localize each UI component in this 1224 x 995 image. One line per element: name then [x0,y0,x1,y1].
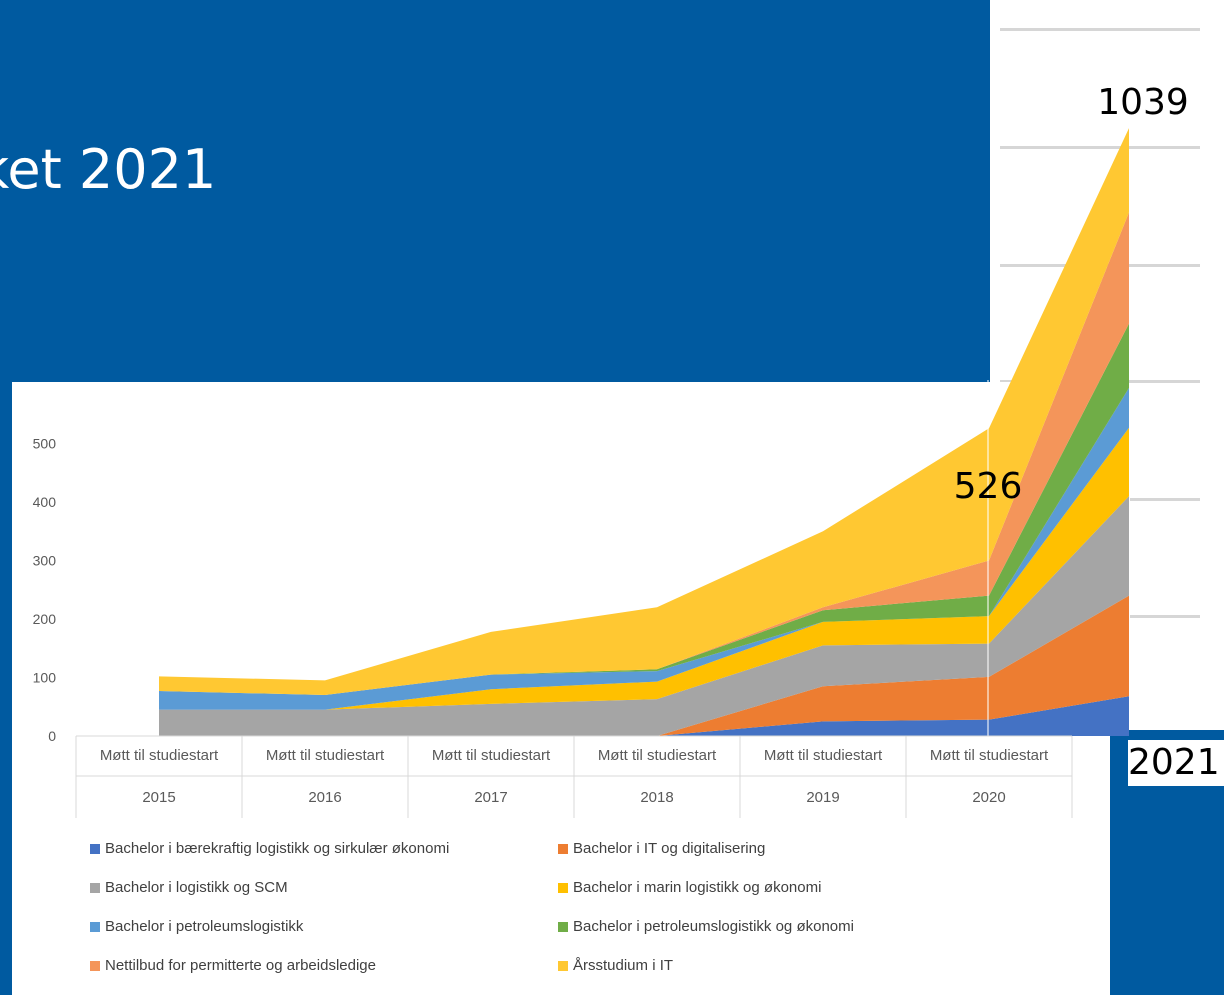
legend-swatch [558,960,568,971]
legend-label: Bachelor i marin logistikk og økonomi [573,879,822,896]
area-series-7 [159,128,1129,696]
x-category-label: Møtt til studiestart [598,747,717,764]
legend-swatch [558,882,568,893]
x-year-label: 2018 [640,789,673,806]
legend-swatch [90,843,100,854]
legend-item: Bachelor i marin logistikk og økonomi [558,879,821,896]
gridline [1130,498,1200,501]
legend-swatch [558,921,568,932]
legend-swatch [90,882,100,893]
area-series-3 [159,427,1129,710]
legend-swatch [90,921,100,932]
annotation-total-2021: 1039 [1097,82,1189,123]
area-series-0 [159,696,1129,736]
legend-label: Bachelor i petroleumslogistikk [105,918,304,935]
gridline [1130,615,1200,618]
legend-label: Bachelor i IT og digitalisering [573,840,766,857]
legend-swatch [558,843,568,854]
legend-label: Bachelor i petroleumslogistikk og økonom… [573,918,854,935]
y-tick-label: 300 [33,553,57,569]
legend-item: Nettilbud for permitterte og arbeidsledi… [90,957,376,974]
x-year-label: 2016 [308,789,341,806]
gridline [1000,146,1200,149]
x-category-label: Møtt til studiestart [266,747,385,764]
legend-item: Bachelor i petroleumslogistikk og økonom… [558,918,854,935]
x-year-label: 2015 [142,789,175,806]
legend-item: Bachelor i IT og digitalisering [558,840,765,857]
y-tick-label: 0 [48,728,56,744]
x-category-label: Møtt til studiestart [100,747,219,764]
legend-label: Bachelor i logistikk og SCM [105,879,288,896]
x-year-label: 2017 [474,789,507,806]
legend-swatch [90,960,100,971]
y-tick-label: 500 [33,436,57,452]
year-label-background [1128,740,1224,786]
x-category-label: Møtt til studiestart [764,747,883,764]
x-category-label: Møtt til studiestart [930,747,1049,764]
legend-item: Bachelor i logistikk og SCM [90,879,288,896]
x-year-label: 2020 [972,789,1005,806]
annotation-total-2020: 526 [954,466,1023,507]
legend-item: Årsstudium i IT [558,957,673,974]
area-series-2 [159,496,1129,736]
y-tick-label: 200 [33,611,57,627]
gridline [1000,28,1200,31]
x-year-label: 2019 [806,789,839,806]
x-category-label: Møtt til studiestart [432,747,551,764]
y-tick-label: 400 [33,494,57,510]
legend-item: Bachelor i petroleumslogistikk [90,918,303,935]
area-series-1 [159,595,1129,736]
legend-label: Årsstudium i IT [573,957,674,974]
legend-item: Bachelor i bærekraftig logistikk og sirk… [90,840,449,857]
slide-title: ket 2021 [0,138,217,201]
title-panel: ket 2021 [0,0,990,382]
legend-label: Nettilbud for permitterte og arbeidsledi… [105,957,376,974]
legend-label: Bachelor i bærekraftig logistikk og sirk… [105,840,450,857]
y-tick-label: 100 [33,670,57,686]
year-2021-label: 2021 [1128,742,1220,783]
